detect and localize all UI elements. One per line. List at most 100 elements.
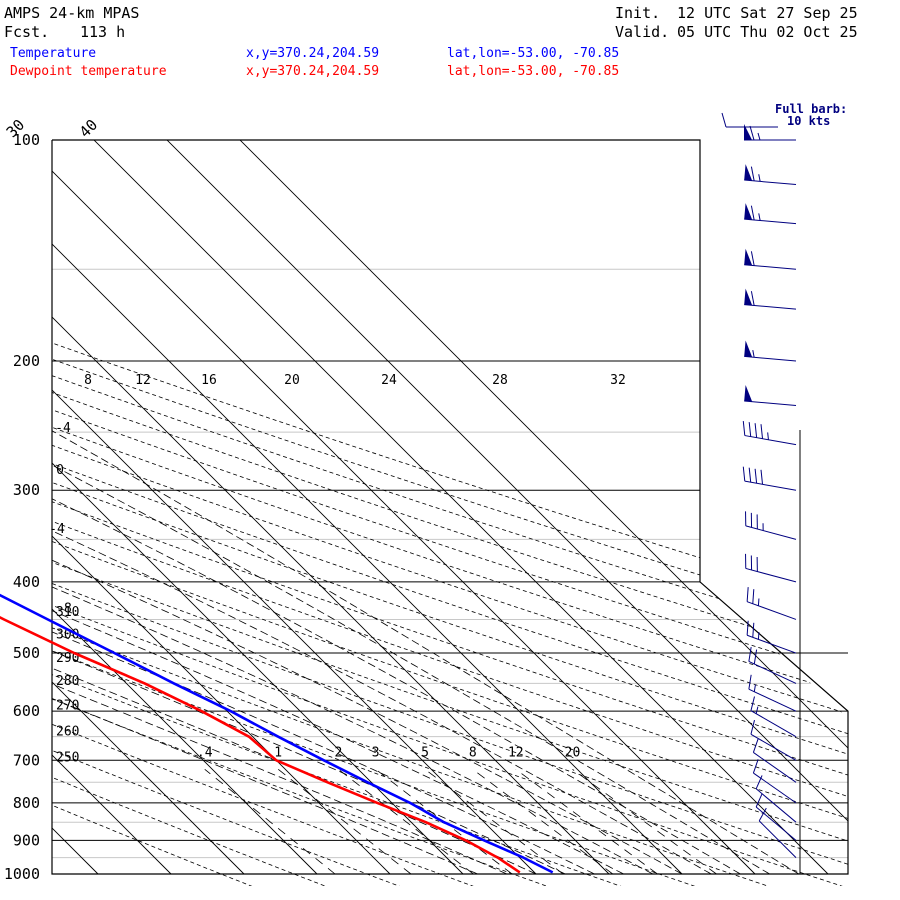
mixing-ratio-line — [472, 768, 613, 875]
fcst-value: 113 h — [80, 23, 125, 41]
wind-barb-full-barb — [750, 251, 755, 266]
moist-adiabat-tick-label: 12 — [135, 373, 151, 388]
wind-barb-half-barb — [767, 432, 769, 440]
wind-barb-staff — [745, 525, 797, 540]
mixing-ratio-line — [338, 768, 474, 875]
wind-barb-flag — [744, 385, 753, 402]
wind-barb-full-barb — [742, 466, 746, 482]
wind-barb-staff — [744, 355, 797, 362]
theta-tick-label: 270 — [56, 699, 79, 714]
pressure-tick-label: 800 — [13, 794, 40, 812]
init-label: Init. — [615, 4, 660, 22]
wind-barbs — [721, 112, 797, 859]
left-edge-tick-label: 0 — [56, 463, 64, 478]
wind-barb-full-barb — [750, 205, 755, 221]
wind-barb-staff — [745, 567, 797, 583]
pressure-tick-label: 700 — [13, 751, 40, 769]
wind-barb-full-barb — [754, 423, 758, 438]
wind-barb-full-barb — [752, 589, 755, 604]
dry-adiabat-line — [52, 140, 631, 886]
left-edge-tick-label: -8 — [56, 601, 72, 616]
moist-adiabat-line — [52, 327, 478, 875]
theta-tick-label: 250 — [56, 751, 79, 766]
isotherm-line — [52, 140, 391, 875]
mixing-ratio-tick-label: 5 — [421, 745, 429, 760]
wind-barb-staff — [746, 634, 797, 654]
wind-barb-full-barb — [755, 793, 763, 808]
moist-adiabat-tick-label: 20 — [284, 373, 300, 388]
wind-barb-half-barb — [757, 132, 761, 141]
isotherm-line — [52, 140, 829, 875]
wind-barb-staff — [755, 788, 797, 823]
moist-adiabat-tick-label: 16 — [201, 373, 217, 388]
isotherm-line — [52, 140, 683, 875]
wind-barb-staff — [758, 820, 797, 859]
pressure-tick-label: 300 — [13, 481, 40, 499]
mixing-ratio-line — [424, 768, 564, 875]
valid-value: 05 UTC Thu 02 Oct 25 — [677, 23, 858, 41]
wind-barb-full-barb — [760, 424, 764, 439]
pressure-tick-label: 500 — [13, 644, 40, 662]
dry-adiabat-line — [52, 140, 557, 886]
wind-barb-staff — [750, 710, 797, 738]
wind-barb-half-barb — [758, 174, 761, 182]
moist-adiabat-line — [52, 327, 595, 875]
wind-barb-staff — [755, 806, 797, 841]
wind-barb-full-barb — [746, 587, 749, 602]
legend-dewpoint-name: Dewpoint temperature — [10, 64, 167, 79]
isotherm-line — [76, 140, 848, 875]
moist-adiabat-tick-label: 8 — [84, 373, 92, 388]
valid-label: Valid. — [615, 23, 669, 41]
moist-adiabat-line — [52, 327, 712, 875]
legend-temperature-name: Temperature — [10, 46, 96, 61]
wind-barb-staff — [744, 264, 797, 270]
wind-barb-full-barb — [749, 125, 755, 141]
wind-barb-full-barb — [750, 166, 755, 181]
wind-barb-full-barb — [746, 620, 749, 636]
wind-barb-full-barb — [752, 622, 755, 638]
chart-frame — [51, 139, 849, 875]
wind-barb-staff — [748, 660, 797, 684]
wind-barb-full-barb — [748, 422, 752, 437]
wind-barb-full-barb — [758, 807, 767, 822]
wind-barb-staff — [753, 752, 797, 783]
isotherm-line — [52, 140, 318, 875]
wind-barb-staff — [748, 688, 797, 712]
wind-barb-full-barb — [755, 775, 763, 789]
moist-adiabat-line — [52, 327, 566, 875]
wind-barb-half-barb — [757, 598, 760, 606]
moist-adiabat-line — [52, 327, 800, 875]
theta-tick-label: 290 — [56, 651, 79, 666]
wind-barb-key-full-barb — [721, 112, 727, 128]
pressure-tick-label: 200 — [13, 352, 40, 370]
mixing-ratio-tick-label: 8 — [469, 745, 477, 760]
mixing-ratio-tick-label: .4 — [197, 745, 213, 760]
moist-adiabat-line — [52, 327, 683, 875]
mixing-ratio-tick-label: 2 — [335, 745, 343, 760]
wind-barb-staff — [746, 601, 797, 620]
wind-barb-full-barb — [752, 759, 759, 774]
moist-adiabat-line — [52, 327, 770, 875]
wind-barb-flag — [744, 288, 753, 306]
moist-adiabat-line — [52, 327, 741, 875]
mixing-ratio-line — [277, 768, 412, 875]
wind-barb-staff — [744, 400, 797, 407]
pressure-tick-label: 1000 — [4, 865, 40, 883]
legend-temperature-xy: x,y=370.24,204.59 — [246, 46, 379, 61]
wind-barb-full-barb — [750, 696, 755, 711]
wind-barb-staff — [744, 435, 797, 446]
wind-barb-half-barb — [753, 684, 756, 692]
mixing-ratio-tick-label: 3 — [372, 745, 380, 760]
legend-temperature-latlon: lat,lon=-53.00, -70.85 — [447, 46, 619, 61]
wind-barb-full-barb — [742, 421, 746, 436]
